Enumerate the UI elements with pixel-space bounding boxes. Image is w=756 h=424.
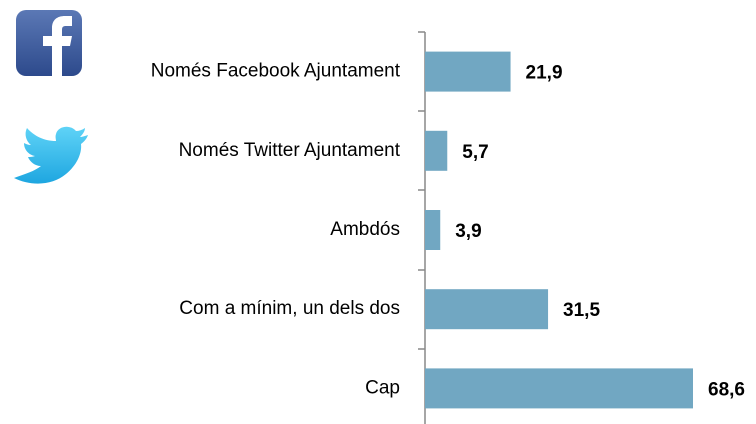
bar — [425, 210, 441, 250]
value-label: 21,9 — [526, 63, 563, 84]
bar — [425, 289, 549, 330]
value-label: 3,9 — [455, 221, 481, 242]
category-label: Només Twitter Ajuntament — [179, 140, 401, 161]
bar — [425, 130, 448, 171]
category-label: Com a mínim, un dels dos — [179, 298, 400, 319]
value-label: 5,7 — [462, 142, 488, 163]
category-label: Ambdós — [330, 219, 400, 240]
value-label: 68,6 — [708, 379, 745, 400]
value-label: 31,5 — [563, 300, 600, 321]
axis-ticks — [418, 31, 425, 350]
twitter-icon — [14, 126, 88, 184]
bar — [425, 368, 693, 409]
category-label: Només Facebook Ajuntament — [151, 61, 401, 82]
category-label: Cap — [365, 377, 400, 398]
bar — [425, 51, 511, 92]
facebook-icon — [16, 10, 82, 76]
